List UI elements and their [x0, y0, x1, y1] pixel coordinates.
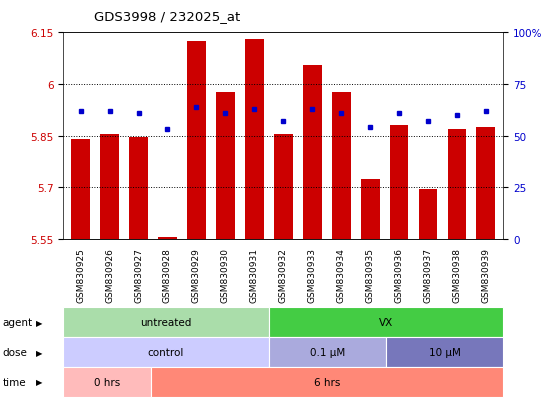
- Bar: [100, 135, 119, 240]
- Text: 10 μM: 10 μM: [428, 347, 460, 357]
- Text: GDS3998 / 232025_at: GDS3998 / 232025_at: [94, 10, 240, 23]
- Text: VX: VX: [379, 318, 393, 328]
- Text: 0 hrs: 0 hrs: [94, 377, 120, 387]
- Text: agent: agent: [3, 318, 33, 328]
- Bar: [71, 140, 90, 240]
- Bar: [187, 42, 206, 240]
- Text: untreated: untreated: [140, 318, 191, 328]
- Text: time: time: [3, 377, 26, 387]
- Bar: [332, 93, 350, 240]
- Bar: [245, 40, 263, 240]
- Bar: [274, 135, 293, 240]
- Bar: [158, 238, 177, 240]
- Bar: [448, 129, 466, 240]
- Bar: [476, 128, 496, 240]
- Bar: [303, 66, 322, 240]
- Text: ▶: ▶: [36, 318, 43, 327]
- Text: 6 hrs: 6 hrs: [314, 377, 340, 387]
- Bar: [216, 93, 235, 240]
- Text: 0.1 μM: 0.1 μM: [310, 347, 345, 357]
- Bar: [389, 126, 409, 240]
- Bar: [361, 179, 379, 240]
- Text: ▶: ▶: [36, 348, 43, 357]
- Text: ▶: ▶: [36, 377, 43, 387]
- Bar: [129, 138, 148, 240]
- Text: dose: dose: [3, 347, 28, 357]
- Bar: [419, 190, 437, 240]
- Text: control: control: [148, 347, 184, 357]
